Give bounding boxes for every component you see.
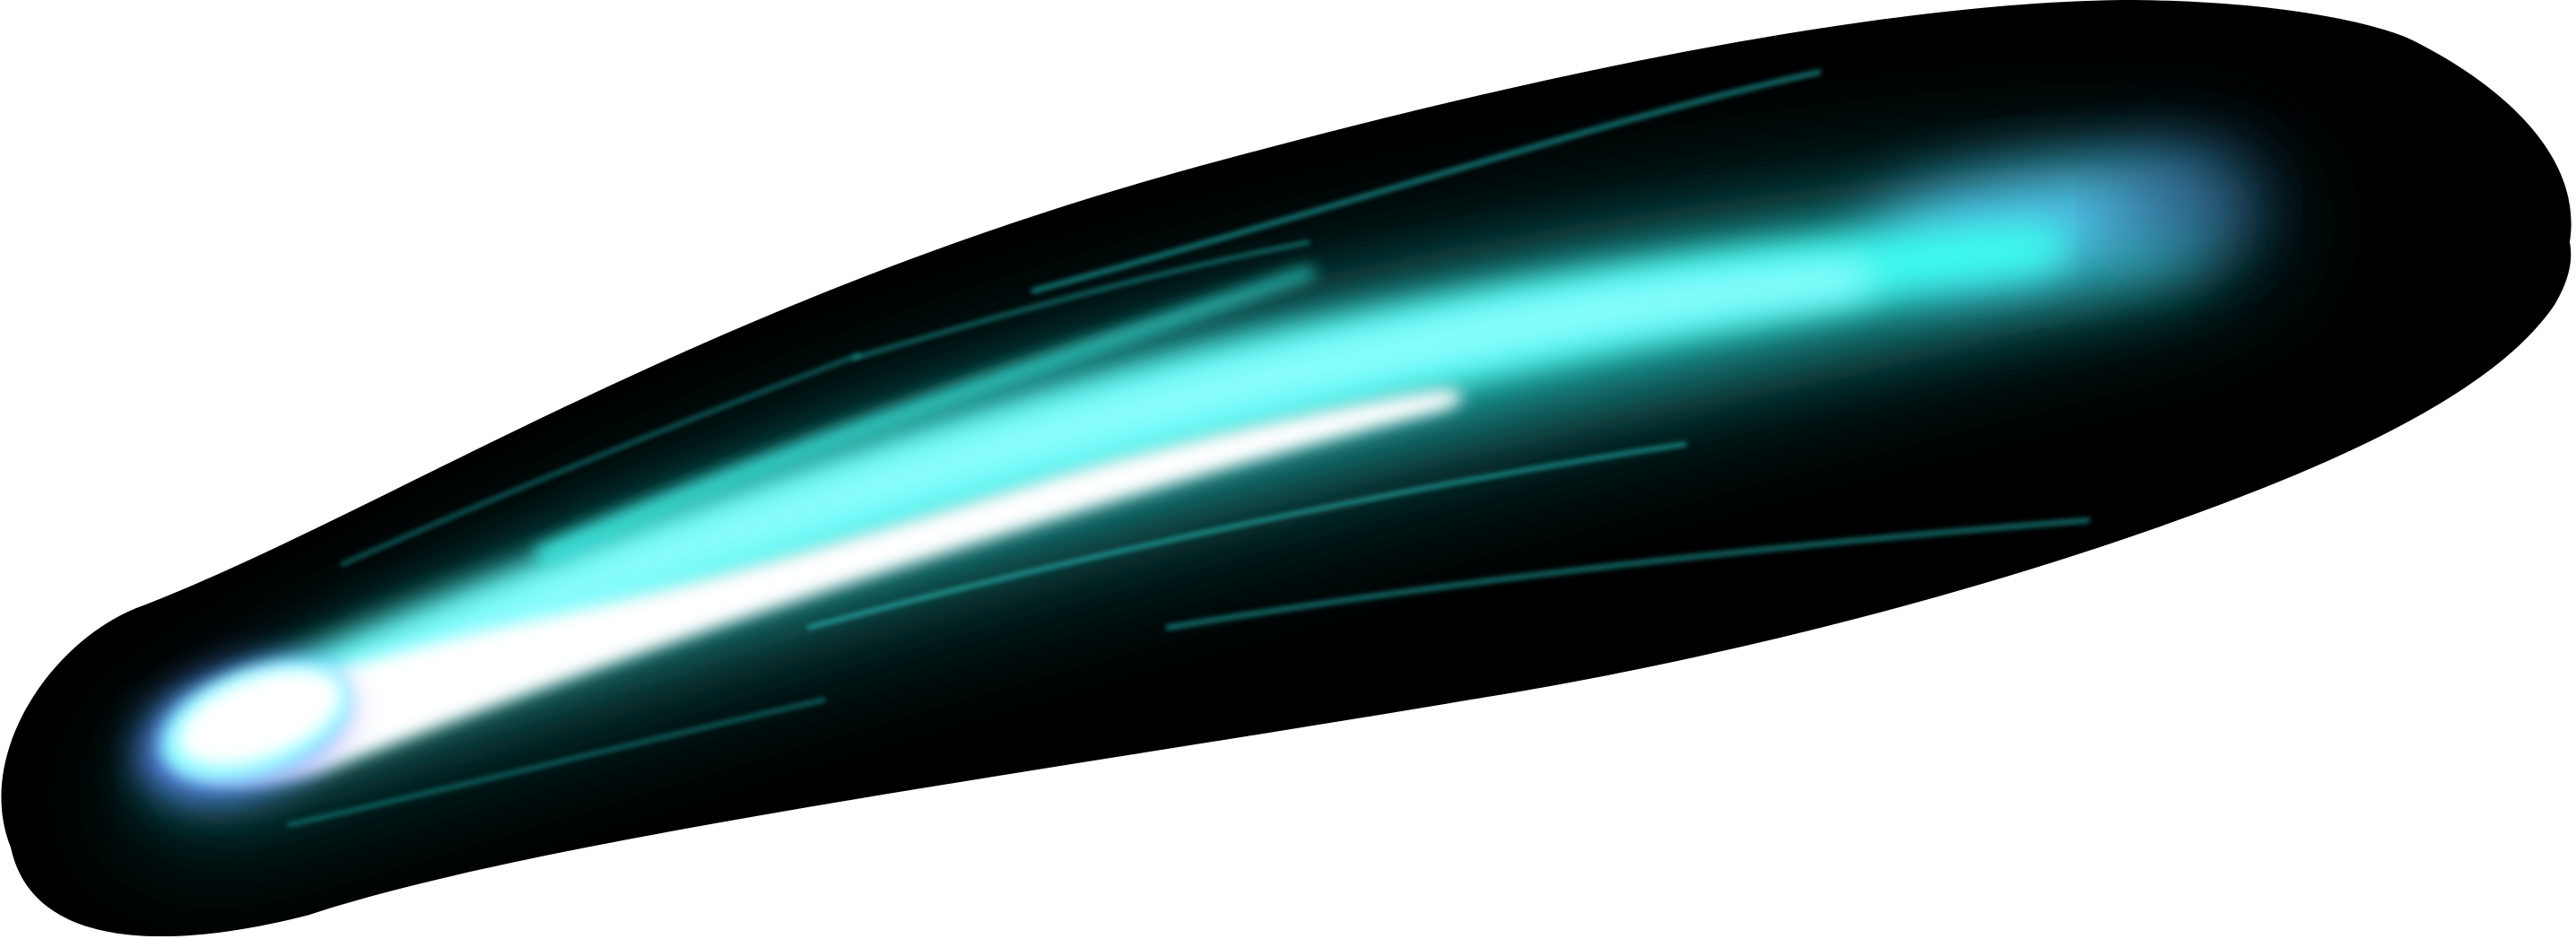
- blue-tip-dark-edge: [2108, 148, 2269, 256]
- head-white-core: [178, 669, 342, 766]
- white-core: [178, 389, 1462, 785]
- fine-streak-3: [1165, 517, 2091, 630]
- upper-streak: [535, 267, 1317, 562]
- fine-streak-1: [1031, 69, 1822, 294]
- fine-streak-2: [851, 239, 1310, 361]
- mid-teal-glow: [149, 200, 2220, 796]
- fine-streak-5: [286, 697, 826, 828]
- fine-streak-4: [806, 441, 1687, 630]
- fine-streak-6: [339, 352, 862, 568]
